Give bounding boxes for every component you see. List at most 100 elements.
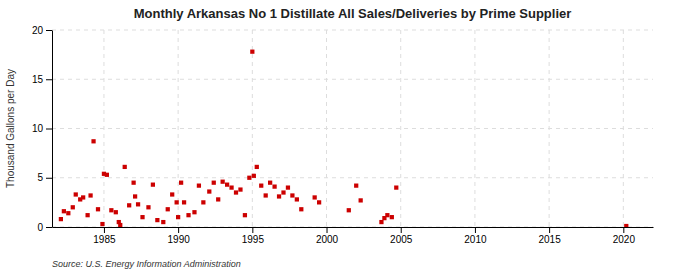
point bbox=[272, 184, 276, 188]
point bbox=[207, 189, 211, 193]
point bbox=[85, 213, 89, 217]
point bbox=[201, 200, 205, 204]
point bbox=[385, 213, 389, 217]
point bbox=[379, 220, 383, 224]
tick: 5 bbox=[37, 172, 52, 183]
point bbox=[229, 185, 233, 189]
point bbox=[151, 183, 155, 187]
tick-mark bbox=[46, 178, 52, 179]
point bbox=[105, 173, 109, 177]
point bbox=[390, 215, 394, 219]
title: Monthly Arkansas No 1 Distillate All Sal… bbox=[134, 6, 572, 21]
tick-label: 2015 bbox=[538, 234, 561, 245]
point bbox=[109, 208, 113, 212]
grid-line bbox=[252, 30, 253, 227]
axis-line bbox=[52, 31, 53, 228]
point bbox=[354, 184, 358, 188]
point bbox=[197, 184, 201, 188]
plot-area: 1985199019952000200520102015202005101520 bbox=[32, 25, 654, 245]
point bbox=[100, 222, 104, 226]
tick-label: 0 bbox=[37, 222, 43, 233]
axis-line bbox=[53, 227, 654, 228]
tick-mark bbox=[46, 227, 52, 228]
tick: 1995 bbox=[242, 227, 265, 245]
point bbox=[96, 207, 100, 211]
point bbox=[170, 192, 174, 196]
point bbox=[133, 194, 137, 198]
point bbox=[268, 181, 272, 185]
point bbox=[295, 197, 299, 201]
grid-line bbox=[400, 30, 401, 227]
grid-line bbox=[549, 30, 550, 227]
point bbox=[286, 185, 290, 189]
tick-label: 1995 bbox=[242, 234, 265, 245]
point bbox=[74, 192, 78, 196]
tick: 2015 bbox=[538, 227, 561, 245]
point bbox=[161, 220, 165, 224]
tick: 2000 bbox=[316, 227, 339, 245]
point bbox=[131, 181, 135, 185]
point bbox=[290, 193, 294, 197]
point bbox=[212, 181, 216, 185]
grid bbox=[52, 30, 653, 227]
point bbox=[259, 184, 263, 188]
point bbox=[155, 218, 159, 222]
point bbox=[313, 195, 317, 199]
point bbox=[175, 200, 179, 204]
point bbox=[281, 190, 285, 194]
tick-mark bbox=[623, 227, 624, 233]
point bbox=[81, 195, 85, 199]
point bbox=[71, 205, 75, 209]
point bbox=[123, 165, 127, 169]
point bbox=[394, 185, 398, 189]
grid-line bbox=[52, 30, 653, 31]
point bbox=[252, 174, 256, 178]
tick-label: 5 bbox=[37, 172, 43, 183]
y-axis-label: Thousand Gallons per Day bbox=[5, 69, 16, 188]
points bbox=[59, 50, 629, 227]
tick-label: 20 bbox=[32, 25, 44, 36]
grid-line bbox=[326, 30, 327, 227]
point bbox=[243, 213, 247, 217]
point bbox=[91, 139, 95, 143]
point bbox=[118, 223, 122, 227]
tick-mark bbox=[46, 79, 52, 80]
tick-mark bbox=[46, 30, 52, 31]
tick-mark bbox=[475, 227, 476, 233]
tick: 0 bbox=[37, 222, 52, 233]
tick-mark bbox=[327, 227, 328, 233]
point bbox=[234, 190, 238, 194]
chart: 1985199019952000200520102015202005101520… bbox=[0, 0, 675, 275]
point bbox=[347, 208, 351, 212]
point bbox=[176, 215, 180, 219]
point bbox=[221, 180, 225, 184]
tick: 10 bbox=[32, 123, 52, 134]
point bbox=[140, 215, 144, 219]
point bbox=[66, 211, 70, 215]
tick-label: 1985 bbox=[93, 234, 116, 245]
tick-label: 2000 bbox=[316, 234, 339, 245]
point bbox=[225, 183, 229, 187]
tick-mark bbox=[401, 227, 402, 233]
tick: 20 bbox=[32, 25, 52, 36]
point bbox=[250, 50, 254, 54]
tick-mark bbox=[104, 227, 105, 233]
point bbox=[624, 224, 628, 227]
grid-line bbox=[623, 30, 624, 227]
point bbox=[59, 217, 63, 221]
y-axis: 0 5 10 15 20 bbox=[32, 25, 53, 233]
grid-line bbox=[178, 30, 179, 227]
point bbox=[179, 181, 183, 185]
point bbox=[88, 193, 92, 197]
tick: 15 bbox=[32, 74, 52, 85]
tick-label: 10 bbox=[32, 123, 44, 134]
point bbox=[238, 187, 242, 191]
tick-label: 1990 bbox=[168, 234, 191, 245]
tick: 2010 bbox=[464, 227, 487, 245]
tick: 2005 bbox=[390, 227, 413, 245]
x-axis: 19851990199520002005201020152020 bbox=[53, 227, 654, 245]
tick: 1990 bbox=[168, 227, 191, 245]
point bbox=[114, 210, 118, 214]
tick-mark bbox=[549, 227, 550, 233]
tick: 1985 bbox=[93, 227, 116, 245]
